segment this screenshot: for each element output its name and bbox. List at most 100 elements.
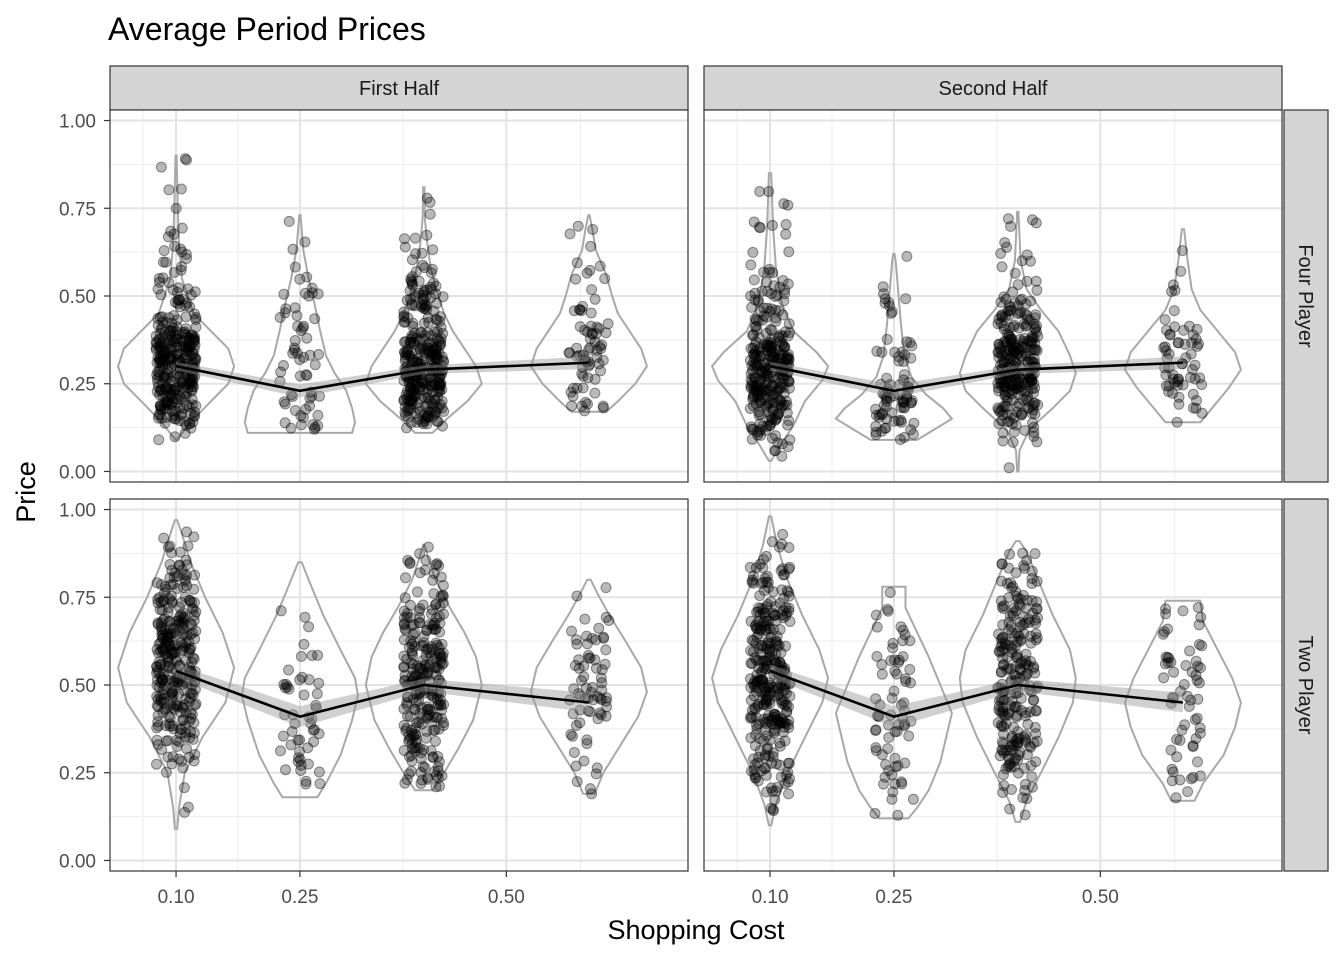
data-point bbox=[594, 260, 606, 272]
data-point bbox=[294, 273, 306, 285]
data-point bbox=[153, 409, 165, 421]
data-point bbox=[285, 422, 297, 434]
data-point bbox=[904, 635, 916, 647]
data-point bbox=[424, 208, 436, 220]
data-point bbox=[157, 390, 169, 402]
data-point bbox=[411, 397, 423, 409]
data-point bbox=[158, 348, 170, 360]
data-point bbox=[783, 354, 795, 365]
data-point bbox=[408, 385, 420, 397]
data-point bbox=[591, 762, 603, 774]
data-point bbox=[597, 631, 609, 643]
data-point bbox=[773, 332, 785, 344]
data-point bbox=[1180, 660, 1192, 671]
data-point bbox=[423, 406, 435, 418]
data-point bbox=[189, 357, 201, 369]
data-point bbox=[153, 370, 165, 382]
data-point bbox=[437, 291, 449, 303]
data-point bbox=[1171, 733, 1183, 745]
data-point bbox=[747, 379, 758, 391]
data-point bbox=[1000, 376, 1012, 388]
data-point bbox=[403, 389, 415, 400]
data-point bbox=[176, 222, 188, 234]
data-point bbox=[749, 740, 761, 752]
data-point bbox=[151, 373, 163, 384]
data-point bbox=[764, 337, 776, 349]
data-point bbox=[996, 415, 1008, 427]
data-point bbox=[188, 336, 200, 348]
data-point bbox=[275, 745, 286, 757]
data-point bbox=[163, 360, 175, 372]
data-point bbox=[900, 676, 912, 687]
data-point bbox=[907, 793, 919, 805]
x-tick-label: 0.50 bbox=[488, 887, 525, 908]
data-point bbox=[399, 233, 410, 245]
data-point bbox=[1001, 664, 1013, 676]
data-point bbox=[160, 317, 172, 329]
data-point bbox=[410, 407, 421, 419]
data-point bbox=[881, 333, 893, 345]
data-point bbox=[164, 325, 176, 337]
data-point bbox=[171, 333, 183, 345]
data-point bbox=[753, 406, 765, 418]
data-point bbox=[423, 316, 435, 328]
data-point bbox=[570, 760, 582, 772]
data-point bbox=[408, 327, 420, 339]
data-point bbox=[187, 348, 199, 360]
data-point bbox=[164, 353, 176, 365]
data-point bbox=[428, 305, 440, 317]
data-point bbox=[296, 671, 308, 683]
data-point bbox=[430, 405, 441, 417]
data-point bbox=[876, 668, 888, 680]
data-point bbox=[773, 305, 785, 317]
data-point bbox=[426, 377, 438, 389]
data-point bbox=[435, 322, 447, 333]
data-point bbox=[420, 413, 431, 425]
data-point bbox=[157, 316, 169, 328]
data-point bbox=[906, 340, 918, 352]
data-point bbox=[189, 331, 201, 343]
data-point bbox=[425, 608, 437, 620]
data-point bbox=[311, 688, 323, 700]
data-point bbox=[184, 332, 196, 344]
data-point bbox=[580, 396, 592, 408]
data-point bbox=[768, 805, 779, 817]
data-point bbox=[170, 325, 182, 337]
data-point bbox=[165, 375, 177, 387]
data-point bbox=[421, 418, 433, 430]
data-point bbox=[406, 278, 418, 290]
data-point bbox=[164, 354, 175, 366]
panel-second-half-four-player bbox=[703, 109, 1283, 483]
data-point bbox=[274, 312, 286, 323]
data-point bbox=[181, 342, 193, 354]
data-point bbox=[429, 378, 441, 390]
data-point bbox=[436, 351, 448, 363]
data-point bbox=[188, 334, 200, 346]
data-point bbox=[1192, 660, 1204, 672]
data-point bbox=[402, 312, 414, 324]
data-point bbox=[167, 648, 179, 659]
data-point bbox=[181, 297, 193, 309]
data-point bbox=[190, 312, 202, 323]
data-point bbox=[1031, 284, 1043, 296]
data-point bbox=[417, 333, 429, 345]
data-point bbox=[152, 617, 164, 629]
data-point bbox=[1176, 245, 1188, 257]
data-point bbox=[152, 283, 164, 295]
data-point bbox=[1192, 756, 1203, 768]
data-point bbox=[897, 624, 909, 636]
data-point bbox=[583, 652, 595, 664]
data-point bbox=[160, 359, 171, 371]
data-point bbox=[425, 650, 437, 662]
facet-strip-label: First Half bbox=[359, 78, 439, 100]
data-point bbox=[430, 735, 441, 747]
data-point bbox=[176, 377, 188, 389]
data-point bbox=[170, 405, 182, 417]
data-point bbox=[183, 636, 195, 648]
data-point bbox=[169, 333, 181, 345]
data-point bbox=[433, 377, 445, 389]
data-point bbox=[1026, 565, 1038, 577]
data-point bbox=[179, 300, 191, 312]
data-point bbox=[295, 650, 307, 662]
data-point bbox=[152, 352, 164, 363]
